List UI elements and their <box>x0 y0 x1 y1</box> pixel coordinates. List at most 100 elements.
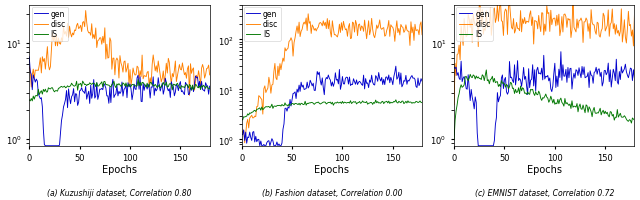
gen <box>28 89 36 91</box>
gen <box>201 90 209 93</box>
IS <box>134 79 142 81</box>
gen <box>307 82 315 85</box>
X-axis label: Epochs: Epochs <box>314 164 349 174</box>
disc <box>82 10 90 13</box>
X-axis label: Epochs: Epochs <box>102 164 137 174</box>
IS <box>95 85 102 88</box>
Legend: gen, disc, IS: gen, disc, IS <box>456 8 493 42</box>
disc <box>472 25 479 28</box>
IS <box>630 119 638 122</box>
Text: (b) Fashion dataset, Correlation 0.00: (b) Fashion dataset, Correlation 0.00 <box>262 188 402 197</box>
gen <box>520 67 527 69</box>
gen <box>488 145 496 147</box>
IS <box>611 116 619 119</box>
Line: gen: gen <box>242 67 422 146</box>
IS <box>625 119 633 121</box>
IS <box>392 99 399 102</box>
disc <box>188 73 195 75</box>
gen <box>256 145 264 147</box>
gen <box>392 66 399 68</box>
gen <box>206 86 214 88</box>
gen <box>47 145 55 147</box>
disc <box>238 130 246 132</box>
Line: IS: IS <box>29 80 210 101</box>
disc <box>453 54 461 56</box>
gen <box>630 78 638 80</box>
gen <box>95 94 102 97</box>
disc <box>625 25 633 28</box>
disc <box>28 74 36 76</box>
IS <box>400 103 408 105</box>
X-axis label: Epochs: Epochs <box>527 164 562 174</box>
IS <box>206 88 214 90</box>
IS <box>453 104 461 107</box>
IS <box>202 88 209 90</box>
disc <box>206 74 214 77</box>
Line: disc: disc <box>29 12 210 96</box>
gen <box>241 140 248 142</box>
disc <box>305 14 312 16</box>
IS <box>26 99 33 102</box>
disc <box>519 19 527 21</box>
gen <box>627 68 634 70</box>
IS <box>242 116 250 118</box>
Line: disc: disc <box>454 0 634 105</box>
disc <box>400 32 408 34</box>
gen <box>26 56 33 59</box>
Legend: gen, disc, IS: gen, disc, IS <box>31 8 68 42</box>
disc <box>186 95 193 97</box>
disc <box>308 25 316 27</box>
gen <box>400 80 408 82</box>
gen <box>612 59 620 61</box>
disc <box>488 35 495 37</box>
disc <box>276 63 284 65</box>
disc <box>611 34 619 36</box>
Legend: gen, disc, IS: gen, disc, IS <box>244 8 280 42</box>
IS <box>260 108 268 110</box>
gen <box>64 107 72 109</box>
gen <box>260 144 268 146</box>
disc <box>26 66 33 69</box>
disc <box>418 34 426 37</box>
Line: gen: gen <box>454 52 634 146</box>
IS <box>520 88 527 91</box>
disc <box>260 88 268 91</box>
IS <box>238 119 246 121</box>
IS <box>239 119 246 121</box>
IS <box>472 78 479 81</box>
Line: IS: IS <box>242 100 422 120</box>
gen <box>474 145 482 147</box>
gen <box>414 77 422 80</box>
gen <box>276 145 284 147</box>
gen <box>187 87 195 89</box>
disc <box>95 40 102 42</box>
disc <box>414 30 422 32</box>
disc <box>242 133 250 136</box>
gen <box>472 96 479 99</box>
gen <box>453 75 461 77</box>
gen <box>42 145 49 147</box>
Line: disc: disc <box>242 15 422 143</box>
IS <box>47 87 55 90</box>
gen <box>557 51 564 54</box>
IS <box>64 85 72 88</box>
IS <box>29 95 37 98</box>
disc <box>202 74 209 76</box>
IS <box>414 102 422 104</box>
disc <box>63 36 70 38</box>
disc <box>630 15 638 17</box>
gen <box>418 80 426 83</box>
IS <box>276 105 284 107</box>
IS <box>450 139 458 141</box>
IS <box>483 69 490 72</box>
IS <box>488 76 496 78</box>
gen <box>238 133 246 136</box>
Line: gen: gen <box>29 58 210 146</box>
disc <box>450 104 458 106</box>
IS <box>188 90 195 92</box>
IS <box>28 100 36 103</box>
Line: IS: IS <box>454 71 634 140</box>
Text: (c) EMNIST dataset, Correlation 0.72: (c) EMNIST dataset, Correlation 0.72 <box>475 188 614 197</box>
Text: (a) Kuzushiji dataset, Correlation 0.80: (a) Kuzushiji dataset, Correlation 0.80 <box>47 188 192 197</box>
IS <box>418 102 426 104</box>
